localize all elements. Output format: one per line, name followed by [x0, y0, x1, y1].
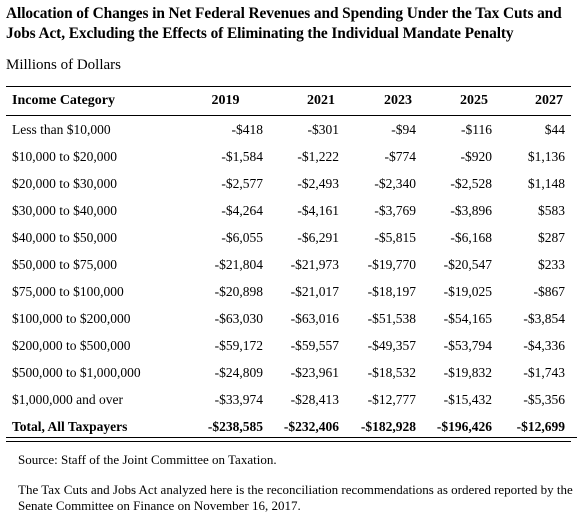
table-title: Allocation of Changes in Net Federal Rev…	[6, 5, 562, 42]
cell-2021: -$23,961	[290, 364, 339, 380]
explanatory-note: The Tax Cuts and Jobs Act analyzed here …	[18, 482, 573, 513]
cell-2027: $1,136	[527, 148, 565, 164]
cell-2021: -$301	[307, 121, 340, 137]
row-category: $30,000 to $40,000	[12, 202, 118, 218]
table-row: $20,000 to $30,000 -$2,577 -$2,493 -$2,3…	[6, 170, 571, 197]
table-row: $10,000 to $20,000 -$1,584 -$1,222 -$774…	[6, 143, 571, 170]
table-row: Less than $10,000 -$418 -$301 -$94 -$116…	[6, 116, 571, 144]
cell-2019: -$6,055	[221, 229, 263, 245]
cell-2027: $1,148	[527, 175, 565, 191]
cell-2025: -$15,432	[443, 391, 492, 407]
table-row: $500,000 to $1,000,000 -$24,809 -$23,961…	[6, 359, 571, 386]
cell-2027: $44	[544, 121, 565, 137]
cell-2023: -$774	[384, 148, 417, 164]
row-category: $20,000 to $30,000	[12, 175, 118, 191]
cell-2023: -$19,770	[367, 256, 416, 272]
cell-2027: -$1,743	[523, 364, 565, 380]
cell-2021: -$28,413	[290, 391, 339, 407]
total-2019: -$238,585	[207, 419, 263, 434]
cell-2027: $287	[538, 229, 565, 245]
table-subtitle: Millions of Dollars	[6, 57, 121, 73]
row-category: $500,000 to $1,000,000	[12, 364, 141, 380]
column-header-2021: 2021	[267, 87, 343, 116]
cell-2025: -$54,165	[443, 310, 492, 326]
total-2021: -$232,406	[283, 419, 339, 434]
cell-2019: -$24,809	[214, 364, 263, 380]
cell-2021: -$1,222	[297, 148, 339, 164]
table-row: $1,000,000 and over -$33,974 -$28,413 -$…	[6, 386, 571, 413]
cell-2019: -$1,584	[221, 148, 263, 164]
cell-2027: $233	[538, 256, 565, 272]
cell-2019: -$20,898	[214, 283, 263, 299]
cell-2019: -$33,974	[214, 391, 263, 407]
cell-2019: -$59,172	[214, 337, 263, 353]
cell-2025: -$6,168	[450, 229, 492, 245]
cell-2027: -$4,336	[523, 337, 565, 353]
table-row: $30,000 to $40,000 -$4,264 -$4,161 -$3,7…	[6, 197, 571, 224]
table-row: $200,000 to $500,000 -$59,172 -$59,557 -…	[6, 332, 571, 359]
cell-2027: -$867	[533, 283, 566, 299]
cell-2025: -$19,025	[443, 283, 492, 299]
column-header-2019: 2019	[192, 87, 267, 116]
cell-2027: -$3,854	[523, 310, 565, 326]
row-category: $200,000 to $500,000	[12, 337, 131, 353]
table-row: $100,000 to $200,000 -$63,030 -$63,016 -…	[6, 305, 571, 332]
data-table: Income Category 2019 2021 2023 2025 2027…	[6, 87, 571, 441]
cell-2023: -$5,815	[374, 229, 416, 245]
cell-2019: -$4,264	[221, 202, 263, 218]
cell-2021: -$59,557	[290, 337, 339, 353]
table-row: $75,000 to $100,000 -$20,898 -$21,017 -$…	[6, 278, 571, 305]
cell-2023: -$94	[391, 121, 416, 137]
column-header-2023: 2023	[343, 87, 420, 116]
cell-2023: -$12,777	[367, 391, 416, 407]
cell-2023: -$3,769	[374, 202, 416, 218]
cell-2023: -$18,197	[367, 283, 416, 299]
cell-2019: -$63,030	[214, 310, 263, 326]
cell-2021: -$6,291	[297, 229, 339, 245]
cell-2021: -$2,493	[297, 175, 339, 191]
cell-2019: -$21,804	[214, 256, 263, 272]
cell-2027: -$5,356	[523, 391, 565, 407]
column-header-income-category: Income Category	[6, 87, 192, 116]
source-note: Source: Staff of the Joint Committee on …	[18, 452, 277, 467]
cell-2019: -$2,577	[221, 175, 263, 191]
data-table-container: Income Category 2019 2021 2023 2025 2027…	[6, 86, 571, 442]
column-header-2025: 2025	[420, 87, 496, 116]
cell-2027: $583	[538, 202, 565, 218]
total-2025: -$196,426	[436, 419, 492, 434]
cell-2021: -$21,973	[290, 256, 339, 272]
header-row: Income Category 2019 2021 2023 2025 2027	[6, 87, 571, 116]
row-category: $40,000 to $50,000	[12, 229, 118, 245]
table-row: $50,000 to $75,000 -$21,804 -$21,973 -$1…	[6, 251, 571, 278]
total-category: Total, All Taxpayers	[12, 419, 128, 434]
total-2023: -$182,928	[360, 419, 416, 434]
cell-2025: -$20,547	[443, 256, 492, 272]
total-2027: -$12,699	[516, 419, 565, 434]
cell-2021: -$63,016	[290, 310, 339, 326]
row-category: $10,000 to $20,000	[12, 148, 118, 164]
row-category: $75,000 to $100,000	[12, 283, 124, 299]
cell-2019: -$418	[231, 121, 264, 137]
cell-2025: -$2,528	[450, 175, 492, 191]
row-category: Less than $10,000	[12, 121, 111, 137]
row-category: $100,000 to $200,000	[12, 310, 131, 326]
cell-2023: -$18,532	[367, 364, 416, 380]
column-header-2027: 2027	[496, 87, 571, 116]
cell-2021: -$4,161	[297, 202, 339, 218]
table-row: $40,000 to $50,000 -$6,055 -$6,291 -$5,8…	[6, 224, 571, 251]
footnotes: Source: Staff of the Joint Committee on …	[6, 437, 577, 514]
cell-2023: -$51,538	[367, 310, 416, 326]
cell-2025: -$19,832	[443, 364, 492, 380]
cell-2025: -$53,794	[443, 337, 492, 353]
row-category: $1,000,000 and over	[12, 391, 123, 407]
cell-2023: -$49,357	[367, 337, 416, 353]
cell-2025: -$920	[460, 148, 493, 164]
cell-2025: -$116	[461, 121, 492, 137]
cell-2021: -$21,017	[290, 283, 339, 299]
row-category: $50,000 to $75,000	[12, 256, 118, 272]
total-row: Total, All Taxpayers -$238,585 -$232,406…	[6, 413, 571, 441]
cell-2023: -$2,340	[374, 175, 416, 191]
cell-2025: -$3,896	[450, 202, 492, 218]
